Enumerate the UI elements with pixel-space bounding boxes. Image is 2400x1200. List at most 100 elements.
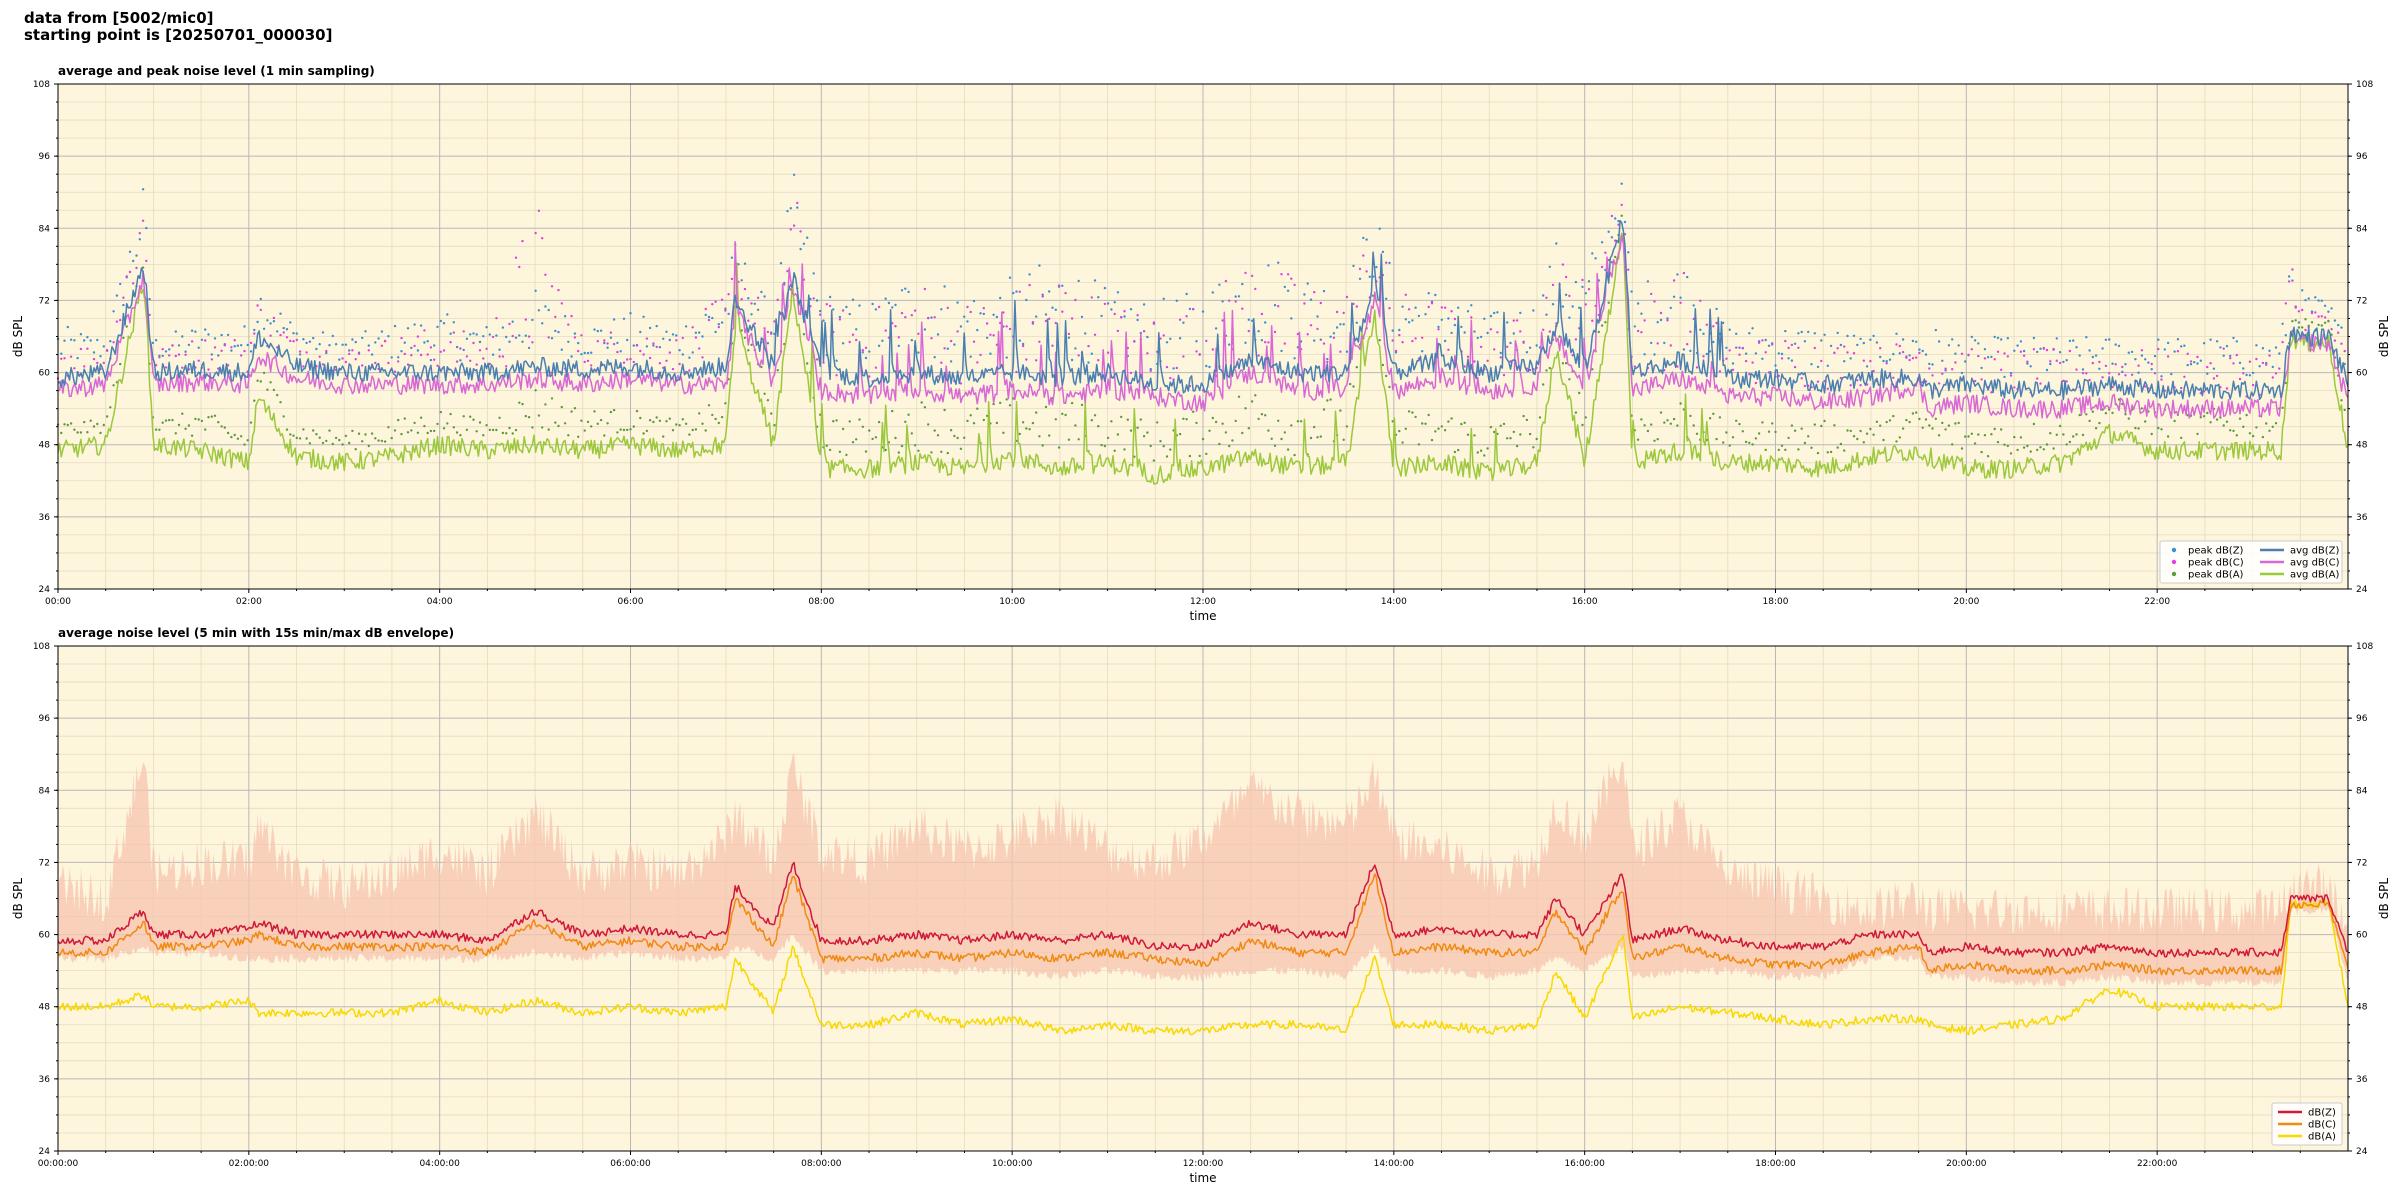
peak-point [1941,372,1944,375]
peak-point [900,289,904,292]
peak-point [194,330,197,333]
peak-point [1506,437,1509,440]
peak-point [462,348,465,352]
peak-point [1578,306,1581,309]
peak-point [648,356,652,360]
peak-point [2114,343,2117,346]
peak-point [1656,342,1659,345]
peak-point [1944,428,1947,431]
peak-point [69,355,73,358]
peak-point [573,332,577,335]
peak-point [1535,437,1538,441]
peak-point [642,315,645,318]
peak-point [1244,407,1247,410]
peak-point [635,409,639,413]
peak-point [1296,332,1300,336]
peak-point [119,282,122,286]
peak-point [590,351,593,354]
peak-point [537,414,541,417]
peak-point [868,350,871,353]
peak-point [1214,420,1218,424]
peak-point [1335,310,1339,314]
peak-point [1728,328,1731,331]
peak-point [289,321,292,324]
peak-point [1587,280,1591,283]
peak-point [1077,279,1080,283]
peak-point [1437,325,1440,329]
peak-point [629,357,632,361]
peak-point [89,419,92,422]
peak-point [943,285,946,288]
peak-point [99,355,102,358]
peak-point [2166,435,2170,438]
peak-point [766,342,770,345]
peak-point [1162,334,1165,337]
peak-point [2242,367,2245,370]
peak-point [2032,422,2036,426]
peak-point [125,325,128,328]
peak-point [1421,336,1424,339]
peak-point [1564,293,1568,296]
peak-point [1136,314,1139,317]
peak-point [1888,358,1892,361]
peak-point [132,259,135,263]
peak-point [1515,319,1519,322]
peak-point [1793,429,1797,432]
peak-point [1195,340,1198,343]
peak-point [684,422,688,425]
peak-point [622,317,626,320]
peak-point [334,343,338,346]
peak-point [1142,435,1146,438]
peak-point [518,265,521,269]
peak-point [737,263,740,266]
peak-point [2206,372,2209,375]
peak-point [1800,377,1803,380]
peak-point [544,273,547,276]
peak-point [511,334,514,338]
peak-point [367,349,370,352]
peak-point [1915,340,1918,343]
peak-point [1254,287,1257,291]
peak-point [240,435,243,438]
peak-point [760,290,763,294]
peak-point [1636,302,1640,305]
peak-point [874,366,878,369]
peak-point [367,444,370,448]
peak-point [2180,345,2183,348]
peak-point [675,334,678,337]
peak-point [177,353,181,356]
peak-point [698,347,701,350]
peak-point [259,380,262,383]
peak-point [1352,302,1355,306]
peak-point [1044,405,1048,409]
peak-point [1784,339,1787,343]
peak-point [1584,303,1588,306]
x-tick-label: 00:00 [45,597,71,607]
peak-point [1237,295,1241,298]
peak-point [750,302,753,305]
peak-point [128,270,132,274]
peak-point [1041,444,1044,447]
peak-point [1319,301,1323,305]
peak-point [1450,417,1453,420]
peak-point [2209,362,2212,365]
peak-point [969,414,972,417]
peak-point [63,357,66,360]
peak-point [119,318,122,322]
peak-point [1715,437,1718,441]
peak-point [593,328,596,331]
peak-point [2117,373,2121,376]
peak-point [1993,427,1996,431]
peak-point [2019,340,2023,343]
peak-point [279,401,282,404]
peak-point [1290,277,1293,280]
peak-point [1486,447,1489,450]
peak-point [2150,432,2153,436]
peak-point [681,418,684,421]
peak-point [1905,355,1908,358]
peak-point [766,330,770,334]
peak-point [1679,301,1682,304]
peak-point [1103,286,1107,290]
peak-point [403,341,406,344]
peak-point [1928,362,1931,366]
